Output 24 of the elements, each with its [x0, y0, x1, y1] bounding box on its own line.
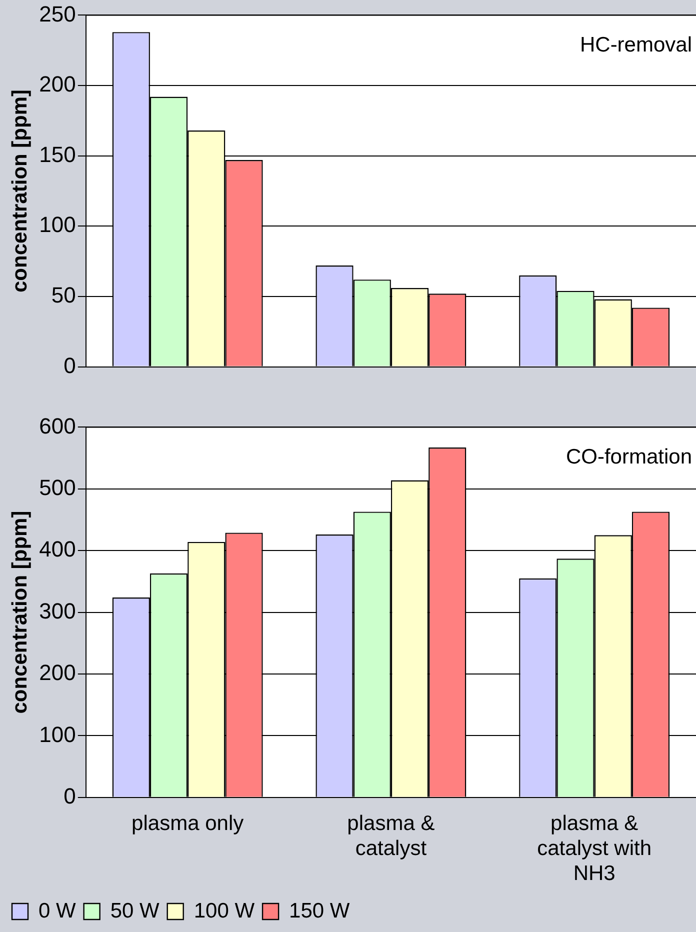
legend-label: 0 W — [38, 899, 76, 922]
annotation: HC-removal — [580, 33, 692, 56]
y-tick-label: 500 — [39, 474, 76, 500]
x-tick-label: plasma only — [132, 812, 244, 835]
y-tick-label: 300 — [39, 598, 76, 624]
y-axis-title: concentration [ppm] — [8, 510, 32, 714]
y-tick-label: 0 — [64, 352, 76, 378]
y-tick-label: 600 — [39, 413, 76, 438]
y-tick-label: 0 — [64, 783, 76, 808]
legend-label: 50 W — [110, 899, 160, 922]
y-tick-label: 250 — [39, 1, 76, 26]
y-tick-label: 50 — [51, 282, 76, 308]
x-tick-label: plasma & catalyst with NH3 — [537, 812, 652, 886]
x-tick-label: plasma & catalyst — [347, 812, 435, 860]
annotation: CO-formation — [566, 445, 692, 468]
y-tick-label: 150 — [39, 142, 76, 167]
y-tick-label: 200 — [39, 660, 76, 686]
y-axis-title: concentration [ppm] — [8, 90, 32, 292]
y-tick-label: 100 — [39, 212, 76, 238]
legend-label: 150 W — [289, 899, 350, 922]
legend-label: 100 W — [194, 899, 255, 922]
y-tick-label: 400 — [39, 536, 76, 562]
y-tick-label: 200 — [39, 72, 76, 97]
y-tick-label: 100 — [39, 722, 76, 747]
